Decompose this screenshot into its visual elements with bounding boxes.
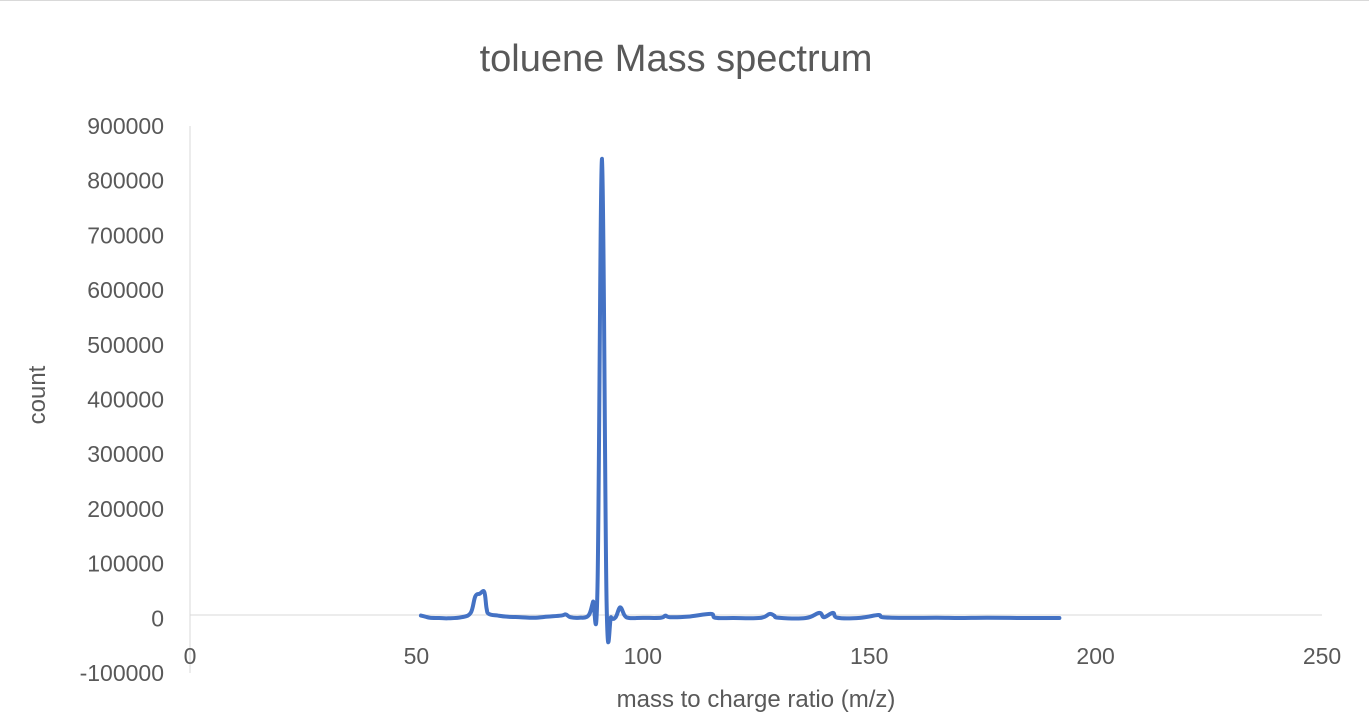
x-tick-labels: 0 50 100 150 200 250 — [184, 643, 1342, 669]
x-tick-label: 200 — [1076, 643, 1114, 669]
y-tick-label: 600000 — [87, 277, 164, 303]
y-tick-label: 800000 — [87, 168, 164, 194]
y-tick-label: 500000 — [87, 332, 164, 358]
y-tick-label: -100000 — [80, 660, 164, 686]
x-axis-label: mass to charge ratio (m/z) — [617, 686, 896, 713]
y-tick-label: 400000 — [87, 387, 164, 413]
y-tick-label: 0 — [151, 605, 164, 631]
y-axis-label: count — [24, 365, 51, 424]
y-tick-label: 900000 — [87, 113, 164, 139]
series-line — [418, 156, 1062, 645]
y-tick-label: 200000 — [87, 496, 164, 522]
x-tick-label: 0 — [184, 643, 197, 669]
y-tick-label: 100000 — [87, 551, 164, 577]
y-tick-label: 300000 — [87, 441, 164, 467]
x-tick-label: 250 — [1303, 643, 1341, 669]
y-tick-labels: -100000 0 100000 200000 300000 400000 500000 60… — [80, 113, 164, 686]
chart-title: toluene Mass spectrum — [480, 38, 873, 80]
x-tick-label: 150 — [850, 643, 888, 669]
x-tick-label: 100 — [624, 643, 662, 669]
y-tick-label: 700000 — [87, 222, 164, 248]
x-tick-label: 50 — [404, 643, 430, 669]
